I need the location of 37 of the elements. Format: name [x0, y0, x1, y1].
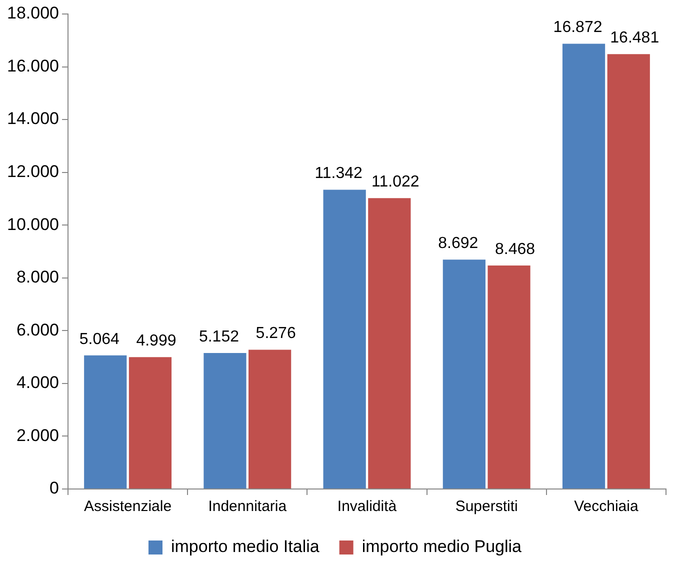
y-tick-label: 8.000 [16, 268, 59, 287]
data-label: 11.022 [372, 174, 420, 191]
bar [248, 350, 292, 488]
legend-label: importo medio Puglia [362, 537, 522, 556]
data-label: 5.152 [198, 328, 240, 346]
bar [442, 260, 486, 488]
x-tick-label: Indennitaria [208, 498, 288, 516]
bar [607, 54, 650, 488]
bar [84, 355, 127, 488]
bar [323, 190, 366, 488]
legend-label: importo medio Italia [170, 537, 320, 556]
data-label: 8.692 [438, 235, 478, 252]
data-label: 16.872 [553, 19, 602, 36]
bar [368, 198, 411, 488]
x-tick-label: Vecchiaia [574, 498, 639, 516]
x-tick-label: Superstiti [455, 498, 518, 516]
data-label: 5.064 [79, 330, 120, 348]
data-label: 16.481 [610, 29, 660, 46]
data-label: 8.468 [495, 240, 536, 258]
bar [128, 357, 172, 488]
y-tick-label: 16.000 [6, 56, 59, 76]
data-label: 5.276 [256, 325, 296, 342]
bar [562, 44, 606, 488]
x-tick-label: Assistenziale [84, 498, 172, 516]
bar [204, 353, 246, 488]
y-tick-label: 0 [50, 478, 59, 498]
data-label: 4.999 [136, 332, 176, 350]
data-label: 11.342 [314, 165, 363, 182]
y-tick-label: 18.000 [6, 4, 59, 23]
y-tick-label: 12.000 [6, 162, 59, 182]
bar [488, 266, 530, 488]
y-tick-label: 6.000 [16, 320, 59, 340]
y-tick-label: 4.000 [16, 373, 59, 392]
x-tick-label: Invalidità [337, 498, 398, 516]
y-tick-label: 10.000 [6, 214, 59, 234]
y-tick-label: 2.000 [16, 426, 59, 445]
y-tick-label: 14.000 [6, 109, 59, 128]
